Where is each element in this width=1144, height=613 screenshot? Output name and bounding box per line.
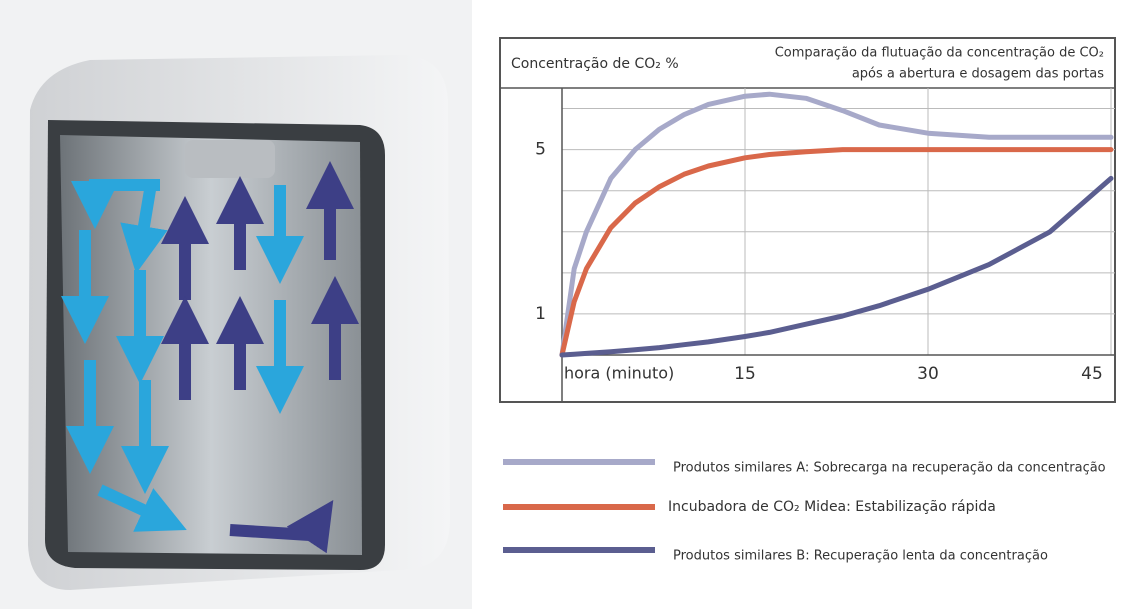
series-line [559,91,1114,358]
x-tick-label: 15 [734,364,756,384]
y-axis-label: Concentração de CO₂ % [511,56,679,72]
legend-label: Produtos similares A: Sobrecarga na recu… [673,461,1106,476]
x-axis-label: hora (minuto) [564,364,674,383]
incubator-illustration [0,0,472,609]
series-line [559,147,1114,358]
series-line [559,175,1114,358]
legend-label: Produtos similares B: Recuperação lenta … [673,549,1048,564]
y-tick-label: 1 [535,304,546,324]
chart-title: Comparação da flutuação da concentração … [775,46,1104,61]
y-tick-label: 5 [535,140,546,160]
legend-label: Incubadora de CO₂ Midea: Estabilização r… [668,499,996,515]
x-tick-label: 45 [1081,364,1103,384]
x-tick-label: 30 [917,364,939,384]
chart-subtitle: após a abertura e dosagem das portas [852,67,1104,82]
